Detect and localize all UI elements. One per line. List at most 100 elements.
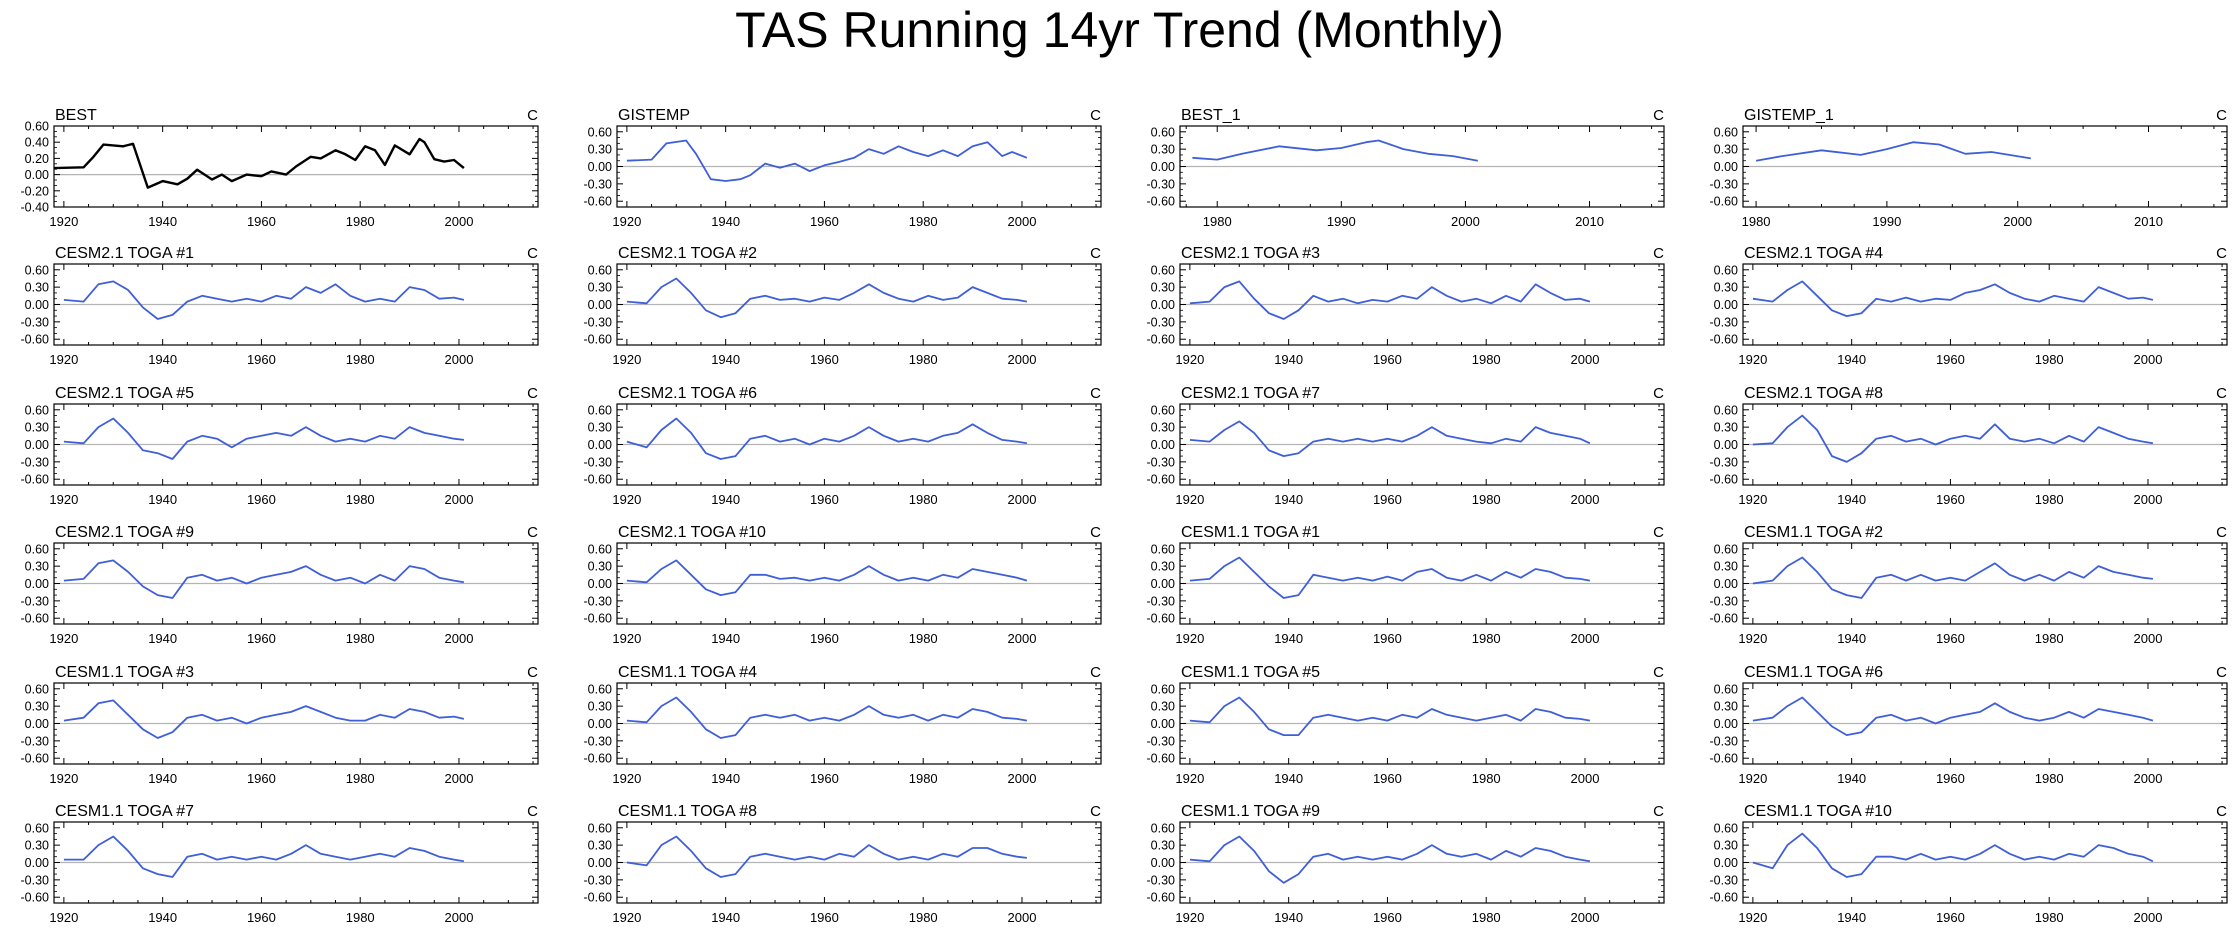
y-tick-label: -0.60 <box>21 333 50 347</box>
y-tick-label: 0.30 <box>1714 560 1738 574</box>
panel-23: CESM1.1 TOGA #9 C -0.60 -0.30 0.00 0.30 0.60 19… <box>1147 803 1665 925</box>
y-tick-label: 0.60 <box>25 120 49 134</box>
y-tick-label: -0.60 <box>584 752 613 766</box>
chart-title: TAS Running 14yr Trend (Monthly) <box>735 2 1504 58</box>
y-tick-label: -0.30 <box>21 594 50 608</box>
panel-title: CESM1.1 TOGA #2 <box>1744 524 1883 541</box>
y-tick-label: -0.30 <box>584 455 613 469</box>
y-tick-label: -0.60 <box>21 891 50 905</box>
panel-title: CESM2.1 TOGA #10 <box>618 524 766 541</box>
x-tick-label: 2000 <box>2003 214 2032 229</box>
series-line <box>626 559 1028 596</box>
y-tick-label: 0.00 <box>588 160 612 174</box>
x-tick-label: 1920 <box>612 352 641 367</box>
panel-title: GISTEMP_1 <box>1744 107 1834 124</box>
x-tick-label: 2000 <box>2134 352 2163 367</box>
x-tick-label: 1960 <box>810 214 839 229</box>
y-tick-label: 0.00 <box>1151 856 1175 870</box>
y-tick-label: -0.60 <box>1710 612 1739 626</box>
x-tick-label: 1980 <box>909 771 938 786</box>
panel-title: CESM1.1 TOGA #8 <box>618 803 757 820</box>
panel-units: C <box>2216 385 2227 402</box>
panel-title: CESM2.1 TOGA #2 <box>618 245 757 262</box>
panel-title: CESM2.1 TOGA #7 <box>1181 385 1320 402</box>
y-tick-label: -0.30 <box>1710 455 1739 469</box>
panel-1: BEST C -0.40 -0.20 0.00 0.20 0.40 0.60 1920 1940 1… <box>21 107 539 229</box>
panel-14: CESM2.1 TOGA #10 C -0.60 -0.30 0.00 0.30 0.60 1… <box>584 524 1102 646</box>
x-tick-label: 1960 <box>1373 631 1402 646</box>
y-tick-label: -0.30 <box>584 177 613 191</box>
panel-units: C <box>527 664 538 681</box>
panel-title: CESM2.1 TOGA #1 <box>55 245 194 262</box>
y-tick-label: 0.30 <box>1714 143 1738 157</box>
x-tick-label: 1940 <box>1837 492 1866 507</box>
y-tick-label: 0.60 <box>1714 682 1738 696</box>
x-tick-label: 2000 <box>1008 214 1037 229</box>
x-tick-label: 1920 <box>612 492 641 507</box>
x-tick-label: 1960 <box>1936 910 1965 925</box>
panel-2: GISTEMP C -0.60 -0.30 0.00 0.30 0.60 1920 1940 19… <box>584 107 1102 229</box>
x-tick-label: 2000 <box>445 214 474 229</box>
y-tick-label: 0.00 <box>25 298 49 312</box>
x-tick-label: 1980 <box>909 214 938 229</box>
y-tick-label: 0.30 <box>1151 421 1175 435</box>
x-tick-label: 1940 <box>148 631 177 646</box>
panel-title: CESM2.1 TOGA #6 <box>618 385 757 402</box>
x-tick-label: 2010 <box>1575 214 1604 229</box>
x-tick-label: 1940 <box>711 492 740 507</box>
panel-title: CESM1.1 TOGA #6 <box>1744 664 1883 681</box>
y-tick-label: 0.60 <box>588 821 612 835</box>
y-tick-label: -0.40 <box>21 201 50 215</box>
y-tick-label: 0.00 <box>1151 717 1175 731</box>
y-tick-label: 0.00 <box>588 438 612 452</box>
y-tick-label: 0.00 <box>25 856 49 870</box>
x-tick-label: 1920 <box>612 771 641 786</box>
x-tick-label: 2000 <box>1571 631 1600 646</box>
x-tick-label: 2000 <box>1008 631 1037 646</box>
y-tick-label: 0.60 <box>25 682 49 696</box>
y-tick-label: 0.00 <box>1714 577 1738 591</box>
y-tick-label: -0.30 <box>21 455 50 469</box>
y-tick-label: 0.00 <box>25 438 49 452</box>
panel-title: BEST <box>55 107 97 124</box>
x-tick-label: 1960 <box>810 492 839 507</box>
y-tick-label: 0.60 <box>25 542 49 556</box>
y-tick-label: 0.40 <box>25 136 49 150</box>
x-tick-label: 1960 <box>1936 492 1965 507</box>
x-tick-label: 1940 <box>1274 910 1303 925</box>
series-line <box>1752 414 2154 463</box>
x-tick-label: 1980 <box>1203 214 1232 229</box>
y-tick-label: -0.30 <box>1147 455 1176 469</box>
x-tick-label: 2000 <box>445 910 474 925</box>
x-tick-label: 1960 <box>810 771 839 786</box>
x-tick-label: 1940 <box>1274 352 1303 367</box>
x-tick-label: 2000 <box>445 631 474 646</box>
x-tick-label: 1920 <box>49 631 78 646</box>
x-tick-label: 1940 <box>711 771 740 786</box>
x-tick-label: 1980 <box>346 352 375 367</box>
y-tick-label: 0.00 <box>25 168 49 182</box>
y-tick-label: -0.30 <box>1710 177 1739 191</box>
x-tick-label: 1920 <box>1738 352 1767 367</box>
y-tick-label: 0.60 <box>1151 403 1175 417</box>
y-tick-label: -0.30 <box>21 315 50 329</box>
x-tick-label: 1960 <box>1936 631 1965 646</box>
y-tick-label: 0.60 <box>1151 821 1175 835</box>
y-tick-label: -0.60 <box>1710 333 1739 347</box>
x-tick-label: 1960 <box>1936 771 1965 786</box>
y-tick-label: -0.60 <box>1710 195 1739 209</box>
x-tick-label: 1980 <box>2035 492 2064 507</box>
x-tick-label: 1940 <box>148 352 177 367</box>
y-tick-label: 0.00 <box>1151 160 1175 174</box>
panel-title: CESM1.1 TOGA #7 <box>55 803 194 820</box>
x-tick-label: 1920 <box>1175 352 1204 367</box>
x-tick-label: 1940 <box>711 352 740 367</box>
panel-units: C <box>1090 524 1101 541</box>
x-tick-label: 1980 <box>346 214 375 229</box>
panel-title: CESM2.1 TOGA #3 <box>1181 245 1320 262</box>
x-tick-label: 1920 <box>1738 631 1767 646</box>
x-tick-label: 1960 <box>1373 492 1402 507</box>
x-tick-label: 1980 <box>909 631 938 646</box>
x-tick-label: 1920 <box>49 352 78 367</box>
y-tick-label: 0.60 <box>588 542 612 556</box>
